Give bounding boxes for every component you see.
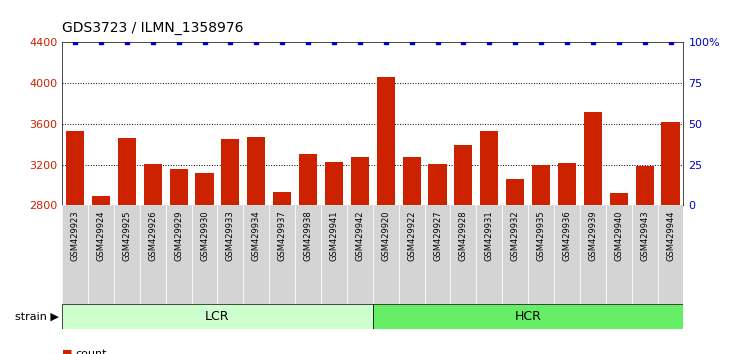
Bar — [299, 154, 317, 354]
Bar — [506, 179, 524, 354]
Text: ■: ■ — [62, 349, 72, 354]
Bar — [373, 205, 398, 304]
Bar — [66, 131, 84, 354]
Bar — [398, 205, 425, 304]
Bar — [376, 77, 395, 354]
Bar — [477, 205, 502, 304]
Bar — [502, 205, 528, 304]
Bar — [321, 205, 347, 304]
Bar — [170, 169, 188, 354]
Bar — [269, 205, 295, 304]
Bar — [635, 166, 654, 354]
Text: GSM429936: GSM429936 — [562, 210, 572, 261]
Bar — [273, 192, 291, 354]
Bar — [195, 173, 213, 354]
Bar — [428, 164, 447, 354]
Bar — [606, 205, 632, 304]
Text: GSM429929: GSM429929 — [174, 210, 183, 261]
Text: GSM429920: GSM429920 — [382, 210, 390, 261]
Bar — [144, 164, 162, 354]
Text: GSM429942: GSM429942 — [355, 210, 364, 261]
Bar — [62, 304, 373, 329]
Text: GSM429939: GSM429939 — [588, 210, 597, 261]
Bar — [558, 162, 576, 354]
Bar — [455, 145, 472, 354]
Bar — [584, 112, 602, 354]
Bar — [166, 205, 192, 304]
Text: GSM429930: GSM429930 — [200, 210, 209, 261]
Text: GSM429940: GSM429940 — [614, 210, 624, 261]
Text: GSM429931: GSM429931 — [485, 210, 494, 261]
Bar — [62, 205, 88, 304]
Text: GSM429932: GSM429932 — [511, 210, 520, 261]
Bar — [480, 131, 499, 354]
Text: LCR: LCR — [205, 310, 230, 323]
Bar — [532, 165, 550, 354]
Text: GDS3723 / ILMN_1358976: GDS3723 / ILMN_1358976 — [62, 21, 243, 35]
Text: GSM429926: GSM429926 — [148, 210, 157, 261]
Bar — [114, 205, 140, 304]
Text: GSM429937: GSM429937 — [278, 210, 287, 261]
Text: GSM429928: GSM429928 — [459, 210, 468, 261]
Bar — [221, 139, 240, 354]
Text: count: count — [75, 349, 107, 354]
Text: GSM429935: GSM429935 — [537, 210, 545, 261]
Bar — [92, 196, 110, 354]
Text: GSM429927: GSM429927 — [433, 210, 442, 261]
Bar — [118, 138, 136, 354]
Text: GSM429943: GSM429943 — [640, 210, 649, 261]
Bar — [554, 205, 580, 304]
Bar — [610, 193, 628, 354]
Bar — [403, 158, 421, 354]
Text: GSM429941: GSM429941 — [330, 210, 338, 261]
Text: GSM429923: GSM429923 — [71, 210, 80, 261]
Text: GSM429924: GSM429924 — [96, 210, 105, 261]
Bar — [88, 205, 114, 304]
Text: strain ▶: strain ▶ — [15, 312, 58, 322]
Bar — [373, 304, 683, 329]
Text: GSM429922: GSM429922 — [407, 210, 416, 261]
Bar — [218, 205, 243, 304]
Bar — [450, 205, 477, 304]
Text: GSM429944: GSM429944 — [666, 210, 675, 261]
Bar — [247, 137, 265, 354]
Bar — [632, 205, 658, 304]
Bar — [528, 205, 554, 304]
Bar — [243, 205, 269, 304]
Bar — [662, 122, 680, 354]
Bar — [140, 205, 166, 304]
Text: GSM429925: GSM429925 — [122, 210, 132, 261]
Text: GSM429938: GSM429938 — [303, 210, 313, 261]
Text: GSM429933: GSM429933 — [226, 210, 235, 261]
Bar — [295, 205, 321, 304]
Text: GSM429934: GSM429934 — [251, 210, 261, 261]
Bar — [425, 205, 450, 304]
Text: HCR: HCR — [515, 310, 542, 323]
Bar — [192, 205, 218, 304]
Bar — [580, 205, 606, 304]
Bar — [658, 205, 683, 304]
Bar — [325, 161, 343, 354]
Bar — [351, 158, 369, 354]
Bar — [347, 205, 373, 304]
